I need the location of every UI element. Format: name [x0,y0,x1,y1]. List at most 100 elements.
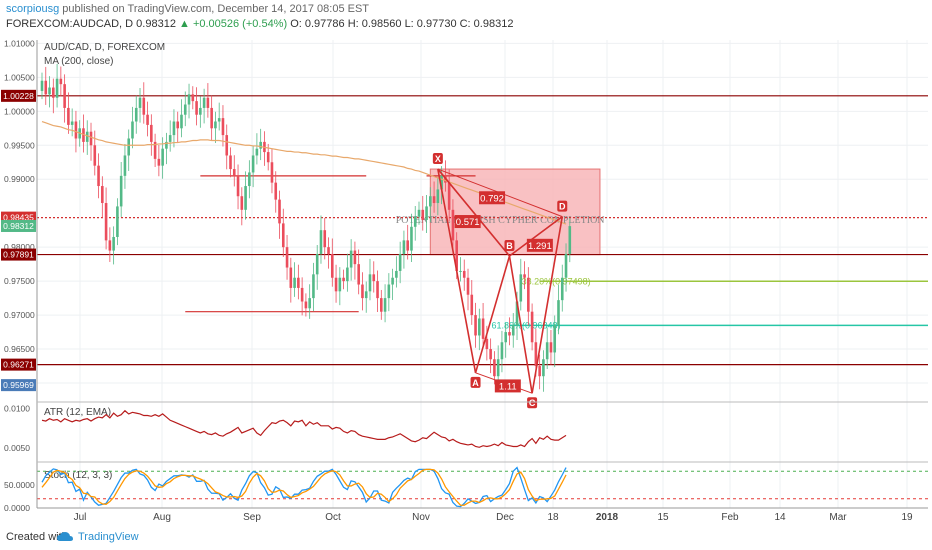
price-badge-label: 0.95969 [3,380,34,390]
candle-body [104,203,108,241]
candle-body [493,359,496,377]
candle-body [97,165,100,187]
pattern-point-label: A [472,378,479,388]
candle-body [44,80,48,95]
candle-body [202,97,206,108]
candle-body [240,196,244,210]
candle-body [500,342,504,360]
ratio-badge [494,379,521,393]
candle-body [55,78,59,98]
pattern-point-badge [527,397,538,409]
candle-body [146,114,149,125]
candle-body [229,155,232,170]
publish-text: published on TradingView.com, December 1… [62,3,370,15]
candle-body [119,175,123,207]
pattern-point-badge [470,376,481,388]
candle-body [153,141,157,159]
x-tick-label: Mar [829,512,847,523]
candle-body [474,315,477,336]
candle-body [236,175,240,197]
candle-body [432,196,436,204]
candle-body [508,332,511,336]
candle-body [255,148,259,156]
candle-body [248,172,251,187]
candle-body [447,182,451,210]
candle-body [74,121,78,139]
candle-body [429,196,432,207]
tradingview-link[interactable]: TradingView [78,531,139,543]
candle-body [270,162,274,183]
candle-body [274,182,278,200]
candle-body [511,325,515,336]
candle-body [481,318,485,339]
pattern-point-badge [557,200,568,212]
price-badge-label: 0.98312 [3,221,34,231]
candle-body [199,107,202,115]
candle-body [323,230,327,248]
candle-body [398,253,402,271]
y-tick-label: 0.97000 [4,310,35,320]
candle-body [210,107,213,129]
candle-body [395,270,398,278]
candle-body [40,80,44,91]
ratio-label: 0.571 [456,217,480,228]
pattern-point-label: B [506,241,513,251]
candle-body [157,158,161,166]
y-tick-label: 0.98000 [4,242,35,252]
pattern-point-badge [504,240,515,251]
candle-body [466,277,470,295]
candle-body [48,87,51,95]
candle-body [52,87,55,98]
x-tick-label: 15 [657,512,669,523]
price-badge [1,248,36,261]
price-badge [1,219,36,232]
candle-body [308,298,311,309]
price-badge-label: 0.96271 [3,360,34,370]
candle-body [346,267,349,282]
candle-body [217,118,221,122]
candle-body [82,128,85,142]
candle-body [312,274,315,299]
author-link[interactable]: scorpiousg [6,3,60,15]
candle-body [553,325,557,353]
prz-label: POTENTIAL BEARISH CYPHER COMPLETION [396,215,605,226]
atr-tick-label: 0.0100 [4,403,30,413]
pattern-leg-xb [437,168,511,257]
pattern-point-label: D [559,202,566,212]
candle-body [462,270,466,278]
price-panel[interactable]: AUD/CAD, D, FOREXCOM MA (200, close) POTEN… [37,42,928,409]
candle-body [142,97,146,115]
stoch-panel[interactable]: Stoch (12, 3, 3) [37,466,928,508]
candle-body [425,206,428,220]
created-with-text: Created with [6,531,68,543]
grid-lines [37,40,928,508]
x-tick-label: 18 [547,512,559,523]
atr-title: ATR (12, EMA) [44,407,111,418]
ratio-label: 1.291 [528,241,552,252]
ohlc-values: O: 0.97786 H: 0.98560 L: 0.97730 C: 0.98… [290,18,514,30]
candle-body [383,298,387,312]
candle-body [232,169,236,176]
y-tick-label: 1.00000 [4,106,35,116]
candle-body [560,277,564,301]
candle-body [376,281,379,299]
candle-body [413,216,417,227]
stoch-d-line [41,468,567,506]
candle-body [349,250,353,268]
atr-panel[interactable]: ATR (12, EMA) [41,407,567,448]
candle-body [410,226,413,251]
ratio-badge [526,238,553,252]
ratio-label: 0.792 [480,193,504,204]
candle-body [357,264,360,285]
candle-body [183,104,187,115]
x-tick-label: Feb [721,512,739,523]
candle-body [304,301,308,309]
pattern-leg-cd [531,216,564,394]
pattern-leg-xa [437,168,477,373]
candle-body [300,287,304,302]
candle-body [168,135,172,142]
candle-body [361,284,364,299]
candle-body [214,121,217,129]
candle-body [485,338,489,350]
